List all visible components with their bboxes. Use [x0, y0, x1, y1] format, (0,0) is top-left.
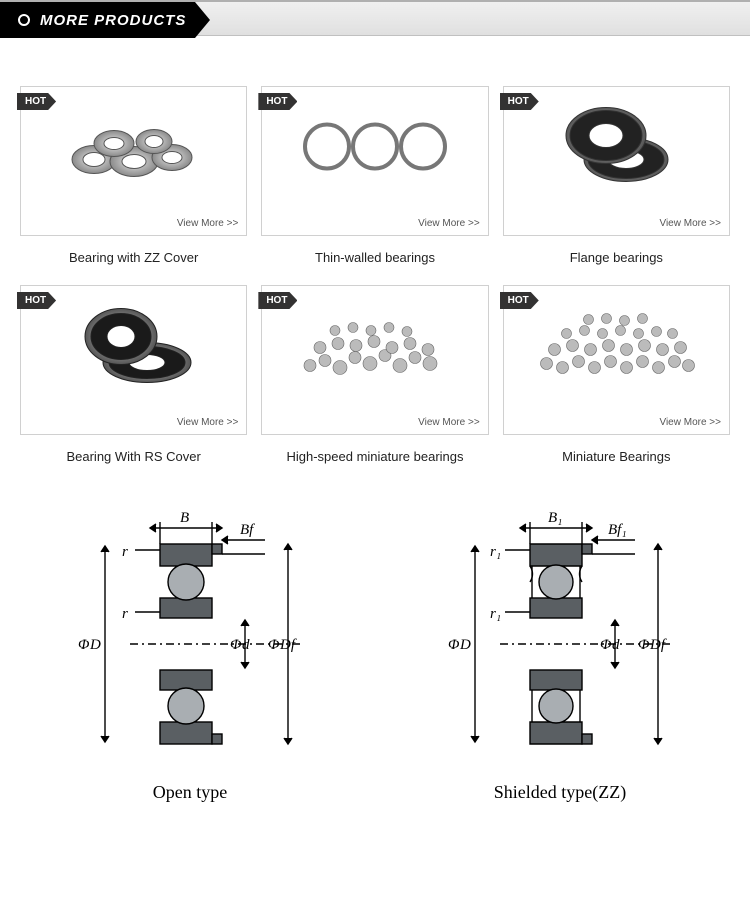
svg-text:d: d: [612, 637, 620, 653]
view-more-link[interactable]: View More >>: [659, 417, 721, 428]
svg-text:Φ: Φ: [600, 637, 612, 653]
product-title: Bearing With RS Cover: [66, 449, 200, 464]
product-box[interactable]: HOT View More >>: [261, 285, 488, 435]
diagram-title: Shielded type(ZZ): [494, 782, 626, 803]
product-image: [295, 117, 455, 182]
svg-text:Φ: Φ: [268, 637, 280, 653]
product-card: HOT View More >> Bearing with ZZ Cover: [20, 86, 247, 265]
product-card: HOT View More >> High-speed miniature be…: [261, 285, 488, 464]
diagram-title: Open type: [153, 782, 227, 803]
product-title: High-speed miniature bearings: [286, 449, 463, 464]
svg-text:Φ: Φ: [448, 637, 460, 653]
product-card: HOT View More >> Bearing With RS Cover: [20, 285, 247, 464]
svg-text:Df: Df: [649, 637, 667, 653]
svg-text:Φ: Φ: [78, 637, 90, 653]
product-image: [69, 301, 199, 396]
diagram-open-type: B Bf r r Φ D: [40, 504, 340, 803]
hot-badge: HOT: [500, 93, 539, 110]
view-more-link[interactable]: View More >>: [418, 218, 480, 229]
product-grid: HOT View More >> Bearing with ZZ Cover: [0, 36, 750, 484]
product-image: [290, 306, 460, 391]
product-title: Flange bearings: [570, 250, 663, 265]
hot-badge: HOT: [258, 93, 297, 110]
svg-text:r₁: r₁: [490, 544, 501, 560]
svg-text:r: r: [122, 606, 128, 622]
product-box[interactable]: HOT View More >>: [20, 285, 247, 435]
header-title: MORE PRODUCTS: [40, 12, 186, 29]
product-box[interactable]: HOT View More >>: [20, 86, 247, 236]
product-box[interactable]: HOT View More >>: [261, 86, 488, 236]
svg-text:B₁: B₁: [548, 510, 562, 526]
product-image: [529, 306, 704, 391]
view-more-link[interactable]: View More >>: [177, 218, 239, 229]
product-title: Thin-walled bearings: [315, 250, 435, 265]
header-chevron: MORE PRODUCTS: [0, 2, 210, 38]
diagrams-section: B Bf r r Φ D: [0, 484, 750, 843]
svg-text:Φ: Φ: [638, 637, 650, 653]
product-image: [64, 112, 204, 187]
bullet-icon: [18, 14, 30, 26]
diagram-svg-open: B Bf r r Φ D: [40, 504, 340, 764]
product-card: HOT View More >> Miniature Bearings: [503, 285, 730, 464]
product-box[interactable]: HOT View More >>: [503, 86, 730, 236]
svg-text:D: D: [459, 637, 471, 653]
svg-text:r₁: r₁: [490, 606, 501, 622]
view-more-link[interactable]: View More >>: [177, 417, 239, 428]
product-title: Miniature Bearings: [562, 449, 670, 464]
product-title: Bearing with ZZ Cover: [69, 250, 198, 265]
svg-text:Bf₁: Bf₁: [608, 522, 627, 538]
svg-text:d: d: [242, 637, 250, 653]
section-header: MORE PRODUCTS: [0, 0, 750, 36]
svg-text:B: B: [180, 510, 189, 526]
svg-text:D: D: [89, 637, 101, 653]
hot-badge: HOT: [17, 292, 56, 309]
product-box[interactable]: HOT View More >>: [503, 285, 730, 435]
diagram-shielded-type: B₁ Bf₁ r₁ r₁ Φ D: [410, 504, 710, 803]
product-image: [551, 102, 681, 197]
hot-badge: HOT: [17, 93, 56, 110]
svg-text:Φ: Φ: [230, 637, 242, 653]
product-card: HOT View More >> Thin-walled bearings: [261, 86, 488, 265]
svg-text:r: r: [122, 544, 128, 560]
view-more-link[interactable]: View More >>: [659, 218, 721, 229]
view-more-link[interactable]: View More >>: [418, 417, 480, 428]
diagram-svg-shielded: B₁ Bf₁ r₁ r₁ Φ D: [410, 504, 710, 764]
product-card: HOT View More >> Flange bearings: [503, 86, 730, 265]
svg-text:Df: Df: [279, 637, 297, 653]
svg-text:Bf: Bf: [240, 522, 255, 538]
